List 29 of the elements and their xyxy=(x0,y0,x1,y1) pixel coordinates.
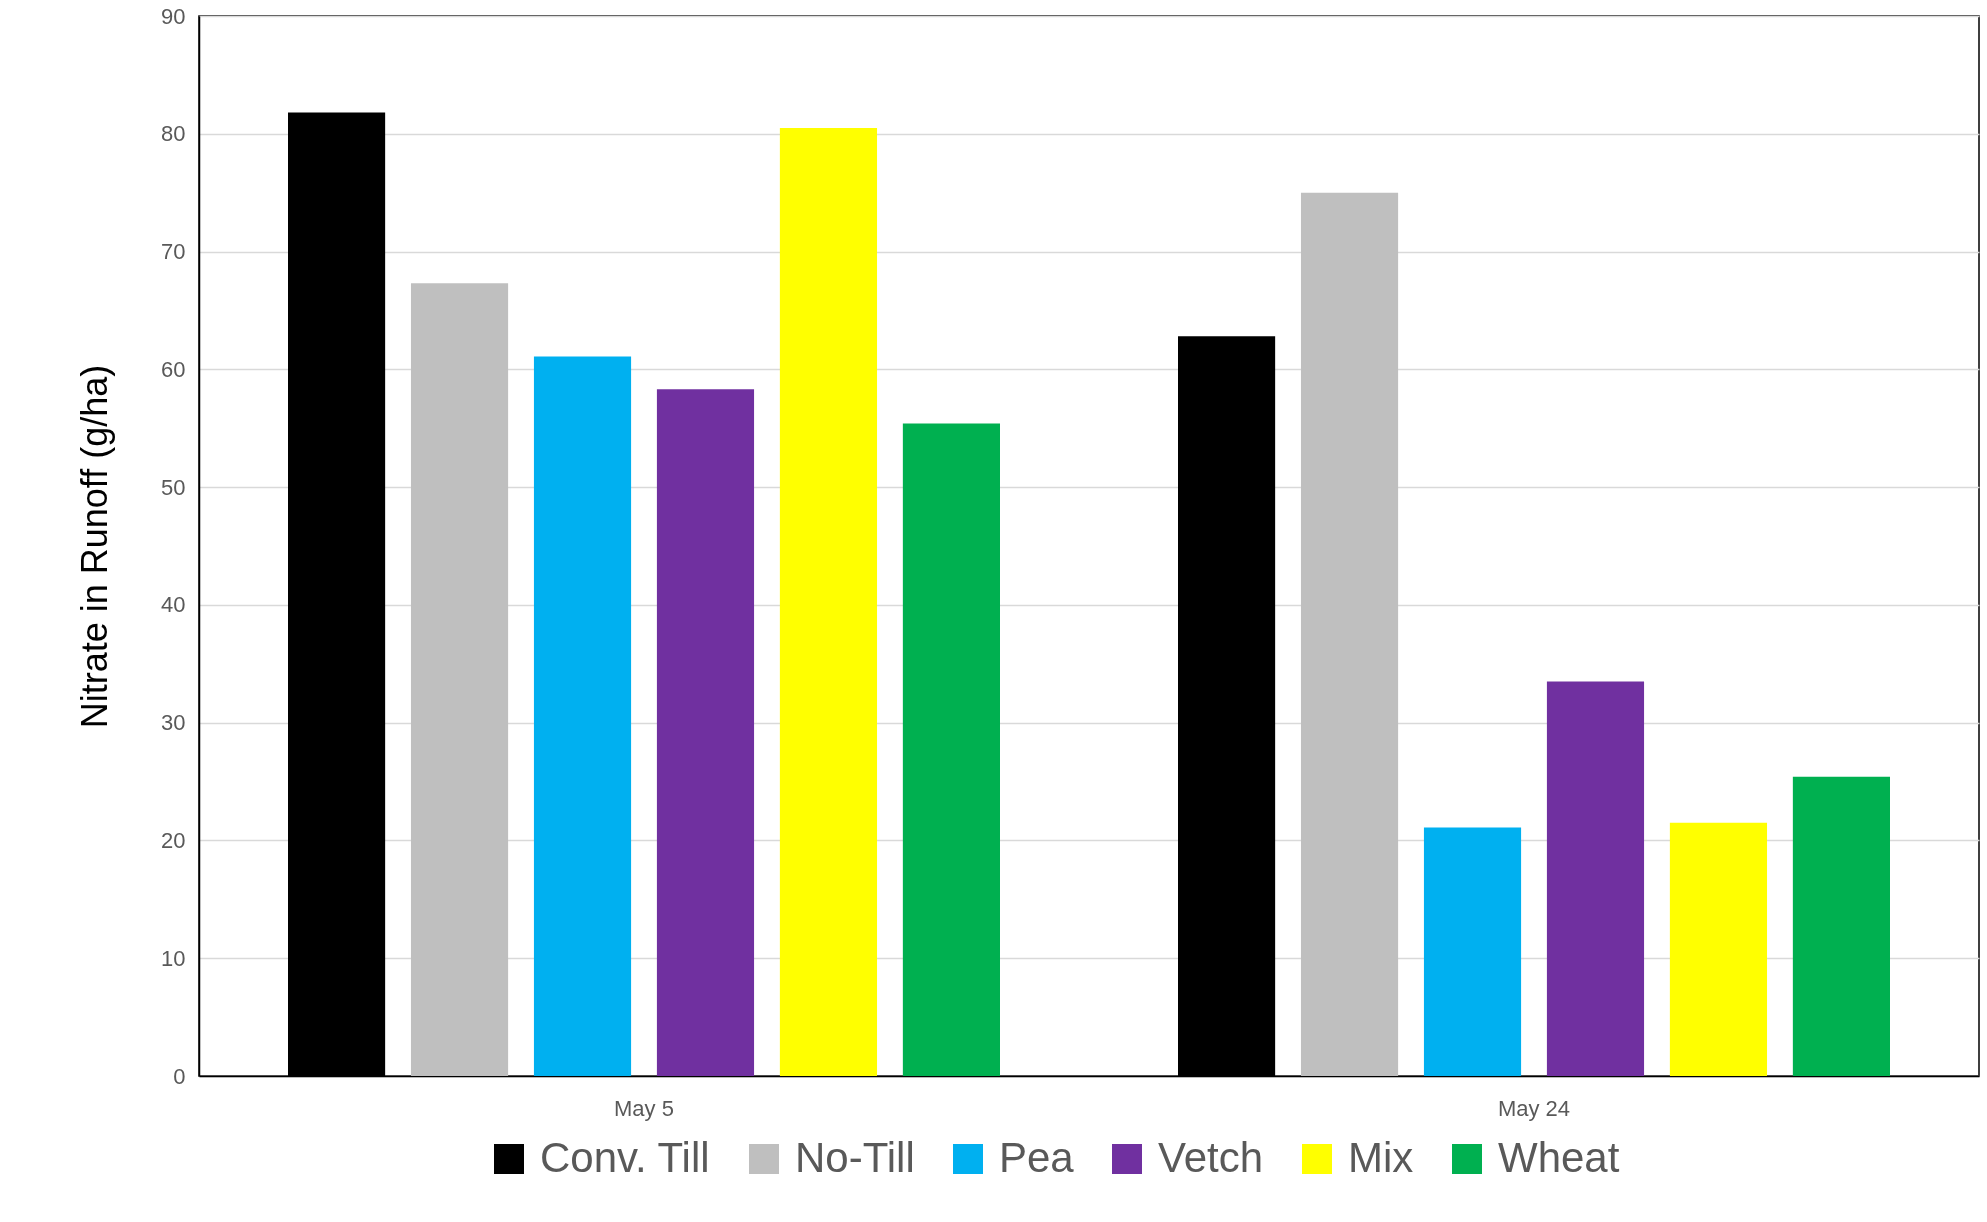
y-tick-label: 60 xyxy=(161,356,186,382)
y-axis-title: Nitrate in Runoff (g/ha) xyxy=(74,364,116,729)
bar xyxy=(1423,827,1522,1076)
bar xyxy=(902,423,1000,1076)
legend-label: Vetch xyxy=(1158,1134,1264,1181)
y-tick-label: 90 xyxy=(161,3,186,29)
x-tick-label: May 24 xyxy=(1497,1095,1571,1121)
bar xyxy=(656,389,755,1076)
y-tick-label: 0 xyxy=(173,1063,186,1089)
bar xyxy=(1546,681,1645,1076)
bar xyxy=(1669,822,1768,1076)
legend-label: Wheat xyxy=(1498,1134,1620,1181)
x-tick-label: May 5 xyxy=(614,1095,674,1121)
y-tick-label: 30 xyxy=(161,710,186,736)
bar xyxy=(779,127,878,1076)
legend-label: Mix xyxy=(1348,1134,1414,1181)
y-tick-label: 50 xyxy=(161,474,186,500)
y-tick-label: 40 xyxy=(161,592,186,618)
legend-label: No-Till xyxy=(795,1134,915,1181)
y-tick-label: 20 xyxy=(161,827,186,853)
y-tick-label: 70 xyxy=(161,239,186,265)
y-tick-label: 10 xyxy=(161,945,186,971)
bar xyxy=(410,283,509,1076)
bar xyxy=(1792,776,1890,1076)
bar xyxy=(1300,192,1399,1076)
legend-label: Conv. Till xyxy=(540,1134,710,1181)
legend-label: Pea xyxy=(999,1134,1075,1181)
y-tick-label: 80 xyxy=(161,121,186,147)
bar xyxy=(533,356,632,1076)
